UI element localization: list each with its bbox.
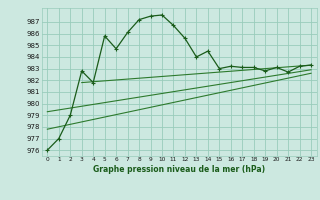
X-axis label: Graphe pression niveau de la mer (hPa): Graphe pression niveau de la mer (hPa) [93,165,265,174]
